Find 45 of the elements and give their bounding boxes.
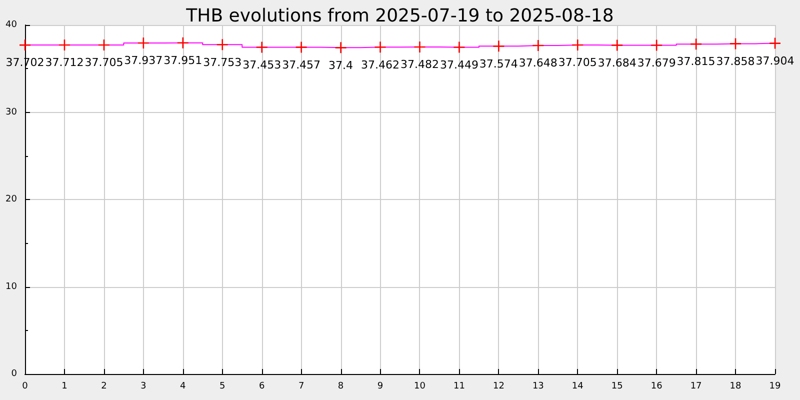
y-tick-label: 20 [6,194,18,204]
x-tick-label: 9 [377,382,384,392]
y-tick-label: 0 [11,369,18,379]
data-label: 37.951 [164,54,202,68]
y-tick-label: 30 [6,107,18,118]
x-tick-label: 10 [414,382,426,392]
x-tick-label: 11 [453,382,465,392]
data-label: 37.753 [203,56,242,69]
data-label: 37.679 [637,56,676,70]
x-tick-label: 8 [338,382,344,392]
chart-title: THB evolutions from 2025-07-19 to 2025-08-18 [185,6,614,26]
x-tick-label: 12 [492,382,504,392]
data-label: 37.462 [361,58,400,72]
data-label: 37.858 [716,54,755,68]
data-label: 37.705 [84,56,124,70]
x-tick-label: 3 [140,382,146,392]
data-label: 37.648 [518,56,558,70]
x-tick-label: 17 [690,382,702,392]
data-label: 37.574 [479,57,518,70]
x-tick-label: 6 [258,382,265,392]
x-tick-label: 7 [298,382,304,392]
data-label: 37.684 [598,56,636,70]
data-label: 37.482 [400,58,439,72]
x-tick-label: 19 [769,382,781,392]
x-tick-label: 0 [22,382,28,392]
y-tick-label: 10 [6,282,18,292]
x-tick-label: 14 [572,382,584,392]
x-tick-label: 16 [650,382,663,392]
data-label: 37.937 [124,54,163,68]
data-label: 37.815 [676,55,716,68]
data-label: 37.453 [242,58,282,72]
x-tick-label: 13 [532,382,544,392]
data-label: 37.449 [440,58,478,72]
data-label: 37.712 [45,56,84,70]
x-tick-label: 2 [101,382,107,392]
x-tick-label: 18 [730,382,742,392]
data-label: 37.457 [282,58,321,72]
x-tick-label: 1 [62,382,68,392]
y-tick-label: 40 [6,20,18,30]
x-tick-label: 4 [180,382,186,392]
data-label: 37.705 [558,56,597,70]
data-label: 37.904 [756,54,794,68]
x-tick-label: 15 [611,382,623,392]
data-label: 37.4 [328,58,354,72]
x-tick-label: 5 [220,382,226,392]
